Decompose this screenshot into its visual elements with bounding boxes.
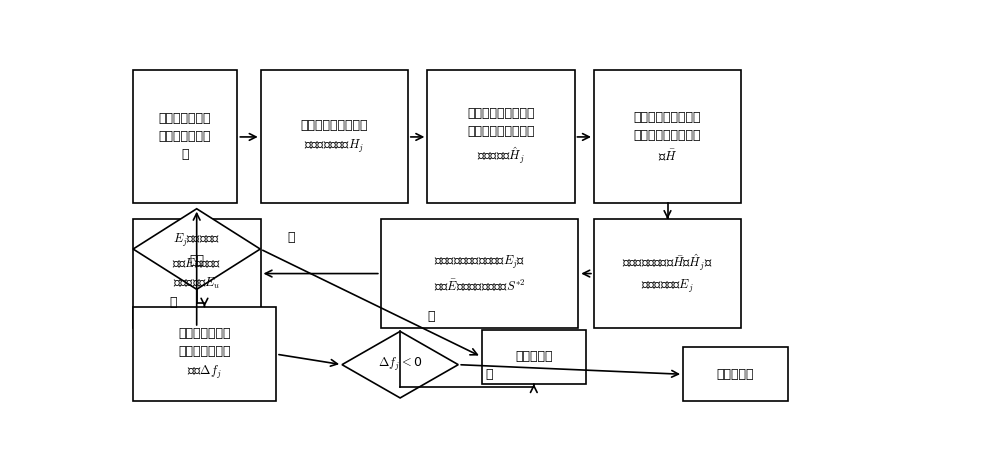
Text: 计算集合内所有面板单元$E_j$的
均值$\bar{E}$和方差的无偏无计$S^{*2}$: 计算集合内所有面板单元$E_j$的 均值$\bar{E}$和方差的无偏无计$S^… [434,254,525,293]
Text: 计算平均频响函数$\bar{H}$与$\hat{H}_j$的
相对累积差异$E_j$: 计算平均频响函数$\bar{H}$与$\hat{H}_j$的 相对累积差异$E_… [622,252,713,295]
FancyBboxPatch shape [261,71,408,203]
Polygon shape [133,209,260,289]
Text: 计算同类面板单元的
加速度频响函数$H_j$: 计算同类面板单元的 加速度频响函数$H_j$ [300,119,368,155]
Text: 计算各面板单元加速
度频响函数模的归一
化频响函数$\hat{H}_j$: 计算各面板单元加速 度频响函数模的归一 化频响函数$\hat{H}_j$ [467,107,535,167]
Text: 有损伤样本: 有损伤样本 [717,368,754,381]
Text: 由锤击试验测量
加速度和力锤信
号: 由锤击试验测量 加速度和力锤信 号 [159,112,211,162]
FancyBboxPatch shape [482,329,586,384]
FancyBboxPatch shape [594,219,741,328]
Text: 计算异常样本频
响函数的峰值频
率差$\Delta f_j$: 计算异常样本频 响函数的峰值频 率差$\Delta f_j$ [178,328,231,381]
FancyBboxPatch shape [133,219,261,328]
FancyBboxPatch shape [427,71,574,203]
Text: 是: 是 [486,368,493,381]
FancyBboxPatch shape [133,307,276,401]
FancyBboxPatch shape [381,219,578,328]
Text: 是: 是 [170,296,177,309]
FancyBboxPatch shape [594,71,741,203]
Polygon shape [342,331,458,398]
Text: 否: 否 [427,309,435,323]
Text: 计算$E$的单侧置
信区间上限$E_u$: 计算$E$的单侧置 信区间上限$E_u$ [172,257,221,291]
FancyBboxPatch shape [683,347,788,401]
Text: 否: 否 [287,231,295,244]
FancyBboxPatch shape [133,71,237,203]
Text: $E_j$在置信区间
以外: $E_j$在置信区间 以外 [173,232,220,267]
Text: 计算所有面板单元归
一化后的平均频响函
数$\bar{H}$: 计算所有面板单元归 一化后的平均频响函 数$\bar{H}$ [634,111,701,163]
Text: $\Delta f_j$$<$0: $\Delta f_j$$<$0 [378,356,422,373]
Text: 无损伤样本: 无损伤样本 [515,350,553,363]
